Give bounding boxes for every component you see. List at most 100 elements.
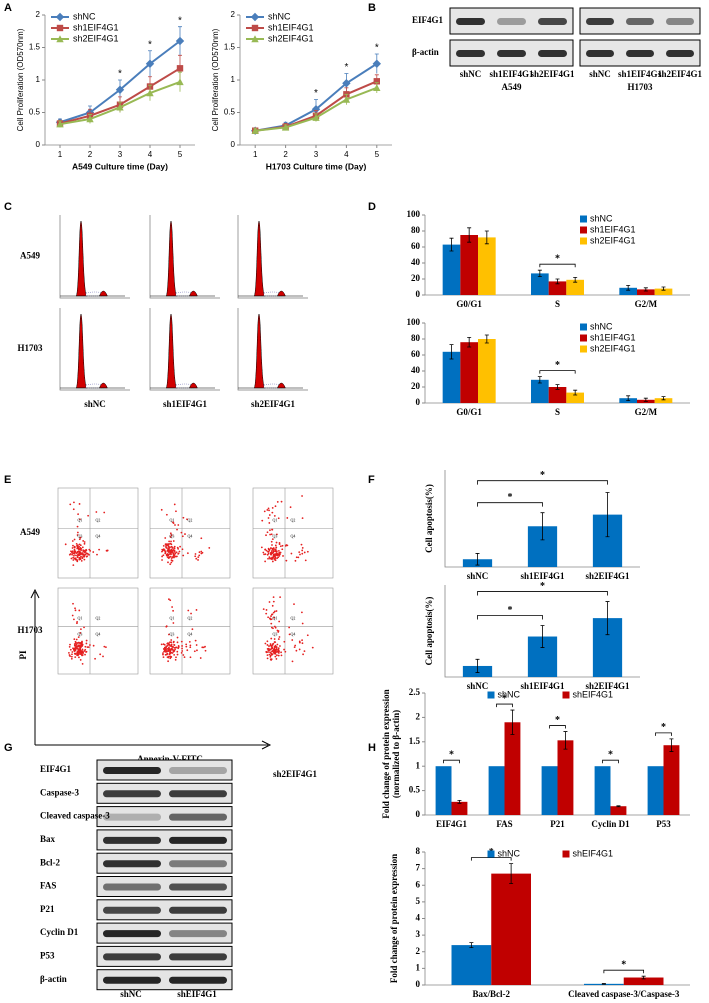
- legend-label: sh1EIF4G1: [590, 332, 636, 342]
- flow-event: [198, 554, 201, 557]
- flow-event: [279, 551, 282, 554]
- point: [86, 115, 94, 123]
- blot-frame: [96, 806, 233, 828]
- flow-frame: [149, 587, 231, 675]
- flow-event: [301, 622, 304, 625]
- histogram-g2: [277, 290, 286, 297]
- flow-event: [274, 655, 277, 658]
- x-axis-label: H1703 Culture time (Day): [266, 161, 367, 171]
- blot-band: [169, 953, 227, 961]
- flow-event: [162, 554, 165, 557]
- y-tick-label: 1.5: [224, 43, 236, 52]
- legend-label: shNC: [498, 689, 521, 699]
- y-tick-label: 0: [416, 289, 421, 299]
- flow-event: [83, 554, 86, 557]
- flow-event: [74, 646, 77, 649]
- error-bar: [540, 512, 545, 541]
- flow-event: [276, 650, 279, 653]
- flow-event: [271, 653, 273, 656]
- cell-line-label: A549: [502, 82, 522, 92]
- blot-band: [497, 50, 526, 57]
- flow-event: [76, 544, 78, 547]
- x-tick-label: sh2EIF4G1: [585, 571, 630, 581]
- row-label: A549: [20, 251, 40, 261]
- flow-event: [300, 543, 303, 546]
- x-tick-label: G2/M: [635, 407, 658, 417]
- flow-event: [161, 559, 163, 561]
- flow-event: [204, 649, 207, 652]
- blot-band: [456, 50, 485, 57]
- flow-event: [277, 630, 280, 632]
- flow-event: [81, 662, 84, 665]
- flow-event: [170, 561, 173, 564]
- flow-event: [72, 602, 74, 605]
- flow-event: [164, 552, 167, 555]
- flow-event: [269, 557, 272, 560]
- flow-event: [72, 559, 75, 561]
- error-bar: [661, 396, 666, 401]
- flow-event: [79, 546, 82, 549]
- flow-event: [178, 550, 181, 553]
- flow-event: [270, 652, 272, 655]
- blot-band: [497, 18, 526, 25]
- flow-event: [275, 658, 278, 660]
- flow-event: [162, 652, 164, 655]
- histogram-peak: [75, 313, 88, 389]
- flow-event: [188, 640, 191, 643]
- significance-mark: *: [508, 492, 513, 503]
- flow-event: [76, 556, 79, 559]
- flow-event: [71, 651, 74, 653]
- point: [342, 79, 351, 88]
- flow-event: [294, 559, 297, 562]
- flow-event: [164, 550, 167, 553]
- y-tick-label: 0: [36, 140, 41, 149]
- column-label: sh1EIF4G1: [163, 399, 208, 409]
- error-bar: [641, 975, 646, 980]
- flow-event: [301, 549, 304, 552]
- legend-swatch: [580, 334, 587, 342]
- flow-event: [197, 556, 200, 558]
- flow-event: [160, 643, 163, 646]
- flow-event: [274, 544, 277, 547]
- significance-mark: *: [148, 39, 152, 50]
- x-tick-label: Cyclin D1: [591, 819, 630, 829]
- flow-event: [175, 656, 177, 659]
- flow-event: [262, 608, 265, 611]
- flow-event: [168, 598, 170, 601]
- flow-event: [171, 547, 174, 549]
- flow-event: [175, 510, 177, 513]
- flow-event: [165, 546, 167, 549]
- flow-event: [167, 660, 170, 663]
- bar: [557, 740, 574, 815]
- y-tick-label: 2: [231, 10, 236, 19]
- flow-event: [267, 616, 270, 619]
- flow-event: [172, 640, 175, 643]
- significance-mark: *: [449, 749, 454, 760]
- flow-event: [269, 533, 271, 536]
- bar: [619, 287, 637, 295]
- flow-event: [191, 628, 194, 631]
- flow-event: [173, 650, 176, 652]
- point: [372, 59, 381, 68]
- column-label: sh2EIF4G1: [273, 769, 318, 779]
- flow-event: [260, 546, 263, 549]
- histogram-peak: [165, 313, 178, 389]
- flow-event: [71, 614, 74, 617]
- point: [56, 24, 64, 32]
- flow-event: [306, 634, 309, 637]
- histogram-peak: [253, 313, 266, 389]
- flow-event: [182, 516, 185, 519]
- blot-row-label: P21: [40, 904, 55, 914]
- flow-event: [81, 645, 83, 648]
- flow-event: [271, 646, 274, 649]
- error-bar: [510, 709, 515, 735]
- flow-event: [75, 543, 78, 545]
- flow-event: [270, 622, 273, 625]
- blot-band: [103, 953, 161, 961]
- y-tick-label: 0.5: [409, 785, 421, 795]
- row-label: H1703: [17, 625, 43, 635]
- flow-event: [170, 548, 173, 551]
- point: [311, 105, 321, 114]
- y-tick-label: 1.5: [409, 736, 421, 746]
- flow-event: [186, 552, 189, 555]
